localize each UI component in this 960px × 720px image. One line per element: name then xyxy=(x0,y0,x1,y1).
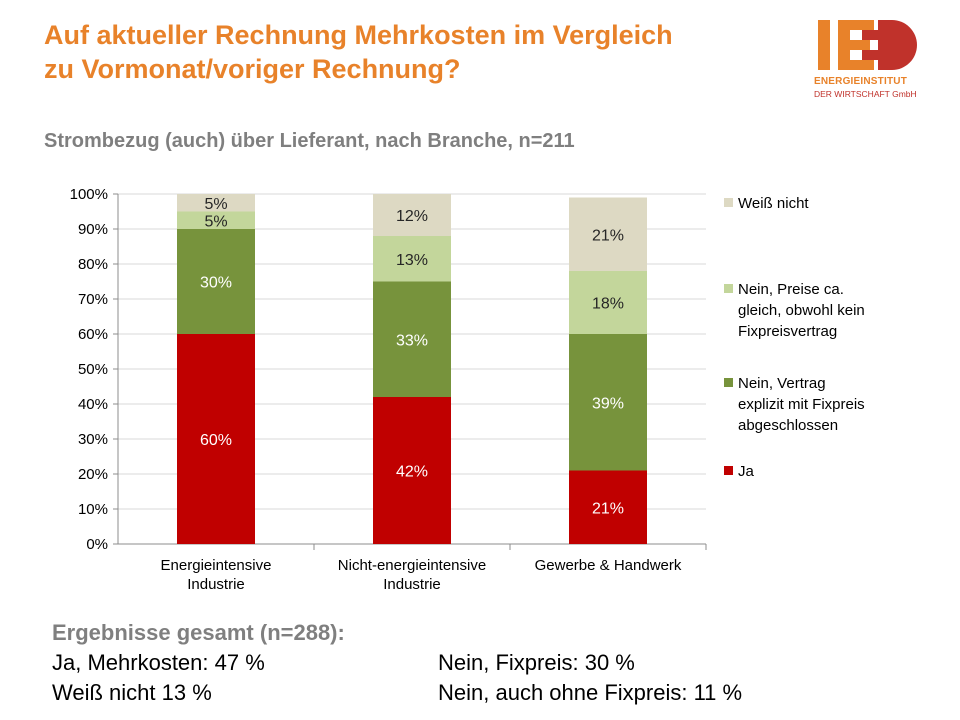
bar-segment xyxy=(569,197,647,271)
bar-segment xyxy=(373,281,451,397)
x-category-label: Industrie xyxy=(383,576,441,593)
y-tick-label: 30% xyxy=(78,431,108,448)
legend-label: Nein, Vertrag xyxy=(738,375,826,392)
bar-segment xyxy=(177,229,255,334)
data-label: 13% xyxy=(396,252,428,269)
data-label: 30% xyxy=(200,275,232,292)
bar-segment xyxy=(373,194,451,236)
x-category-label: Gewerbe & Handwerk xyxy=(535,557,682,574)
legend-label: Ja xyxy=(738,463,755,480)
y-tick-label: 20% xyxy=(78,466,108,483)
bar-segment xyxy=(177,211,255,229)
summary-fixpreis: Nein, Fixpreis: 30 % xyxy=(438,650,635,675)
legend-swatch xyxy=(724,378,733,387)
data-label: 42% xyxy=(396,464,428,481)
data-label: 21% xyxy=(592,500,624,517)
legend-swatch xyxy=(724,284,733,293)
bar-segment xyxy=(569,470,647,544)
stacked-bar-chart: 0% 10% 20% 30% 40% 50% 60% 70% 80% 90% 100% 60% 30% 5… xyxy=(70,186,865,593)
x-category-label: Nicht-energieintensive xyxy=(338,557,486,574)
chart-title: Strombezug (auch) über Lieferant, nach B… xyxy=(44,130,575,152)
summary-row-2: Weiß nicht 13 % Nein, auch ohne Fixpreis… xyxy=(52,678,932,708)
data-label: 18% xyxy=(592,296,624,313)
bar-segment xyxy=(373,236,451,282)
data-label: 5% xyxy=(204,196,227,213)
summary-heading: Ergebnisse gesamt (n=288): xyxy=(52,620,345,645)
y-tick-label: 80% xyxy=(78,256,108,273)
summary-weiss-nicht: Weiß nicht 13 % xyxy=(52,680,212,705)
logo-subtitle: DER WIRTSCHAFT GmbH xyxy=(814,89,917,99)
bar-segment xyxy=(177,334,255,544)
x-category-label: Industrie xyxy=(187,576,245,593)
legend-label: abgeschlossen xyxy=(738,417,838,434)
y-tick-label: 100% xyxy=(70,186,108,203)
summary-row-1: Ja, Mehrkosten: 47 % Nein, Fixpreis: 30 … xyxy=(52,648,932,678)
summary-block: Ergebnisse gesamt (n=288): Ja, Mehrkoste… xyxy=(52,618,932,708)
bar-segment xyxy=(373,397,451,544)
title-line-2: zu Vormonat/voriger Rechnung? xyxy=(44,54,461,84)
bar-segment xyxy=(569,334,647,471)
summary-ohne-fixpreis: Nein, auch ohne Fixpreis: 11 % xyxy=(438,680,743,705)
legend-swatch xyxy=(724,466,733,475)
y-tick-label: 40% xyxy=(78,396,108,413)
data-label: 21% xyxy=(592,227,624,244)
legend-label: Weiß nicht xyxy=(738,195,809,212)
legend-label: Nein, Preise ca. xyxy=(738,281,844,298)
legend-label: Fixpreisvertrag xyxy=(738,323,837,340)
y-tick-label: 70% xyxy=(78,291,108,308)
logo-name: ENERGIEINSTITUT xyxy=(814,76,908,87)
y-tick-label: 0% xyxy=(86,536,108,553)
energieinstitut-logo-icon xyxy=(818,20,917,70)
y-tick-label: 10% xyxy=(78,501,108,518)
legend-label: explizit mit Fixpreis xyxy=(738,396,865,413)
summary-ja: Ja, Mehrkosten: 47 % xyxy=(52,650,265,675)
y-tick-label: 50% xyxy=(78,361,108,378)
bar-segment xyxy=(177,194,255,212)
data-label: 12% xyxy=(396,208,428,225)
data-label: 33% xyxy=(396,332,428,349)
y-tick-label: 60% xyxy=(78,326,108,343)
bar-segment xyxy=(569,271,647,334)
data-label: 60% xyxy=(200,432,232,449)
data-label: 5% xyxy=(204,213,227,230)
legend-label: gleich, obwohl kein xyxy=(738,302,865,319)
legend-swatch xyxy=(724,198,733,207)
title-line-1: Auf aktueller Rechnung Mehrkosten im Ver… xyxy=(44,20,673,50)
x-category-label: Energieintensive xyxy=(161,557,272,574)
page-title: Auf aktueller Rechnung Mehrkosten im Ver… xyxy=(44,18,804,86)
data-label: 39% xyxy=(592,395,624,412)
y-tick-label: 90% xyxy=(78,221,108,238)
